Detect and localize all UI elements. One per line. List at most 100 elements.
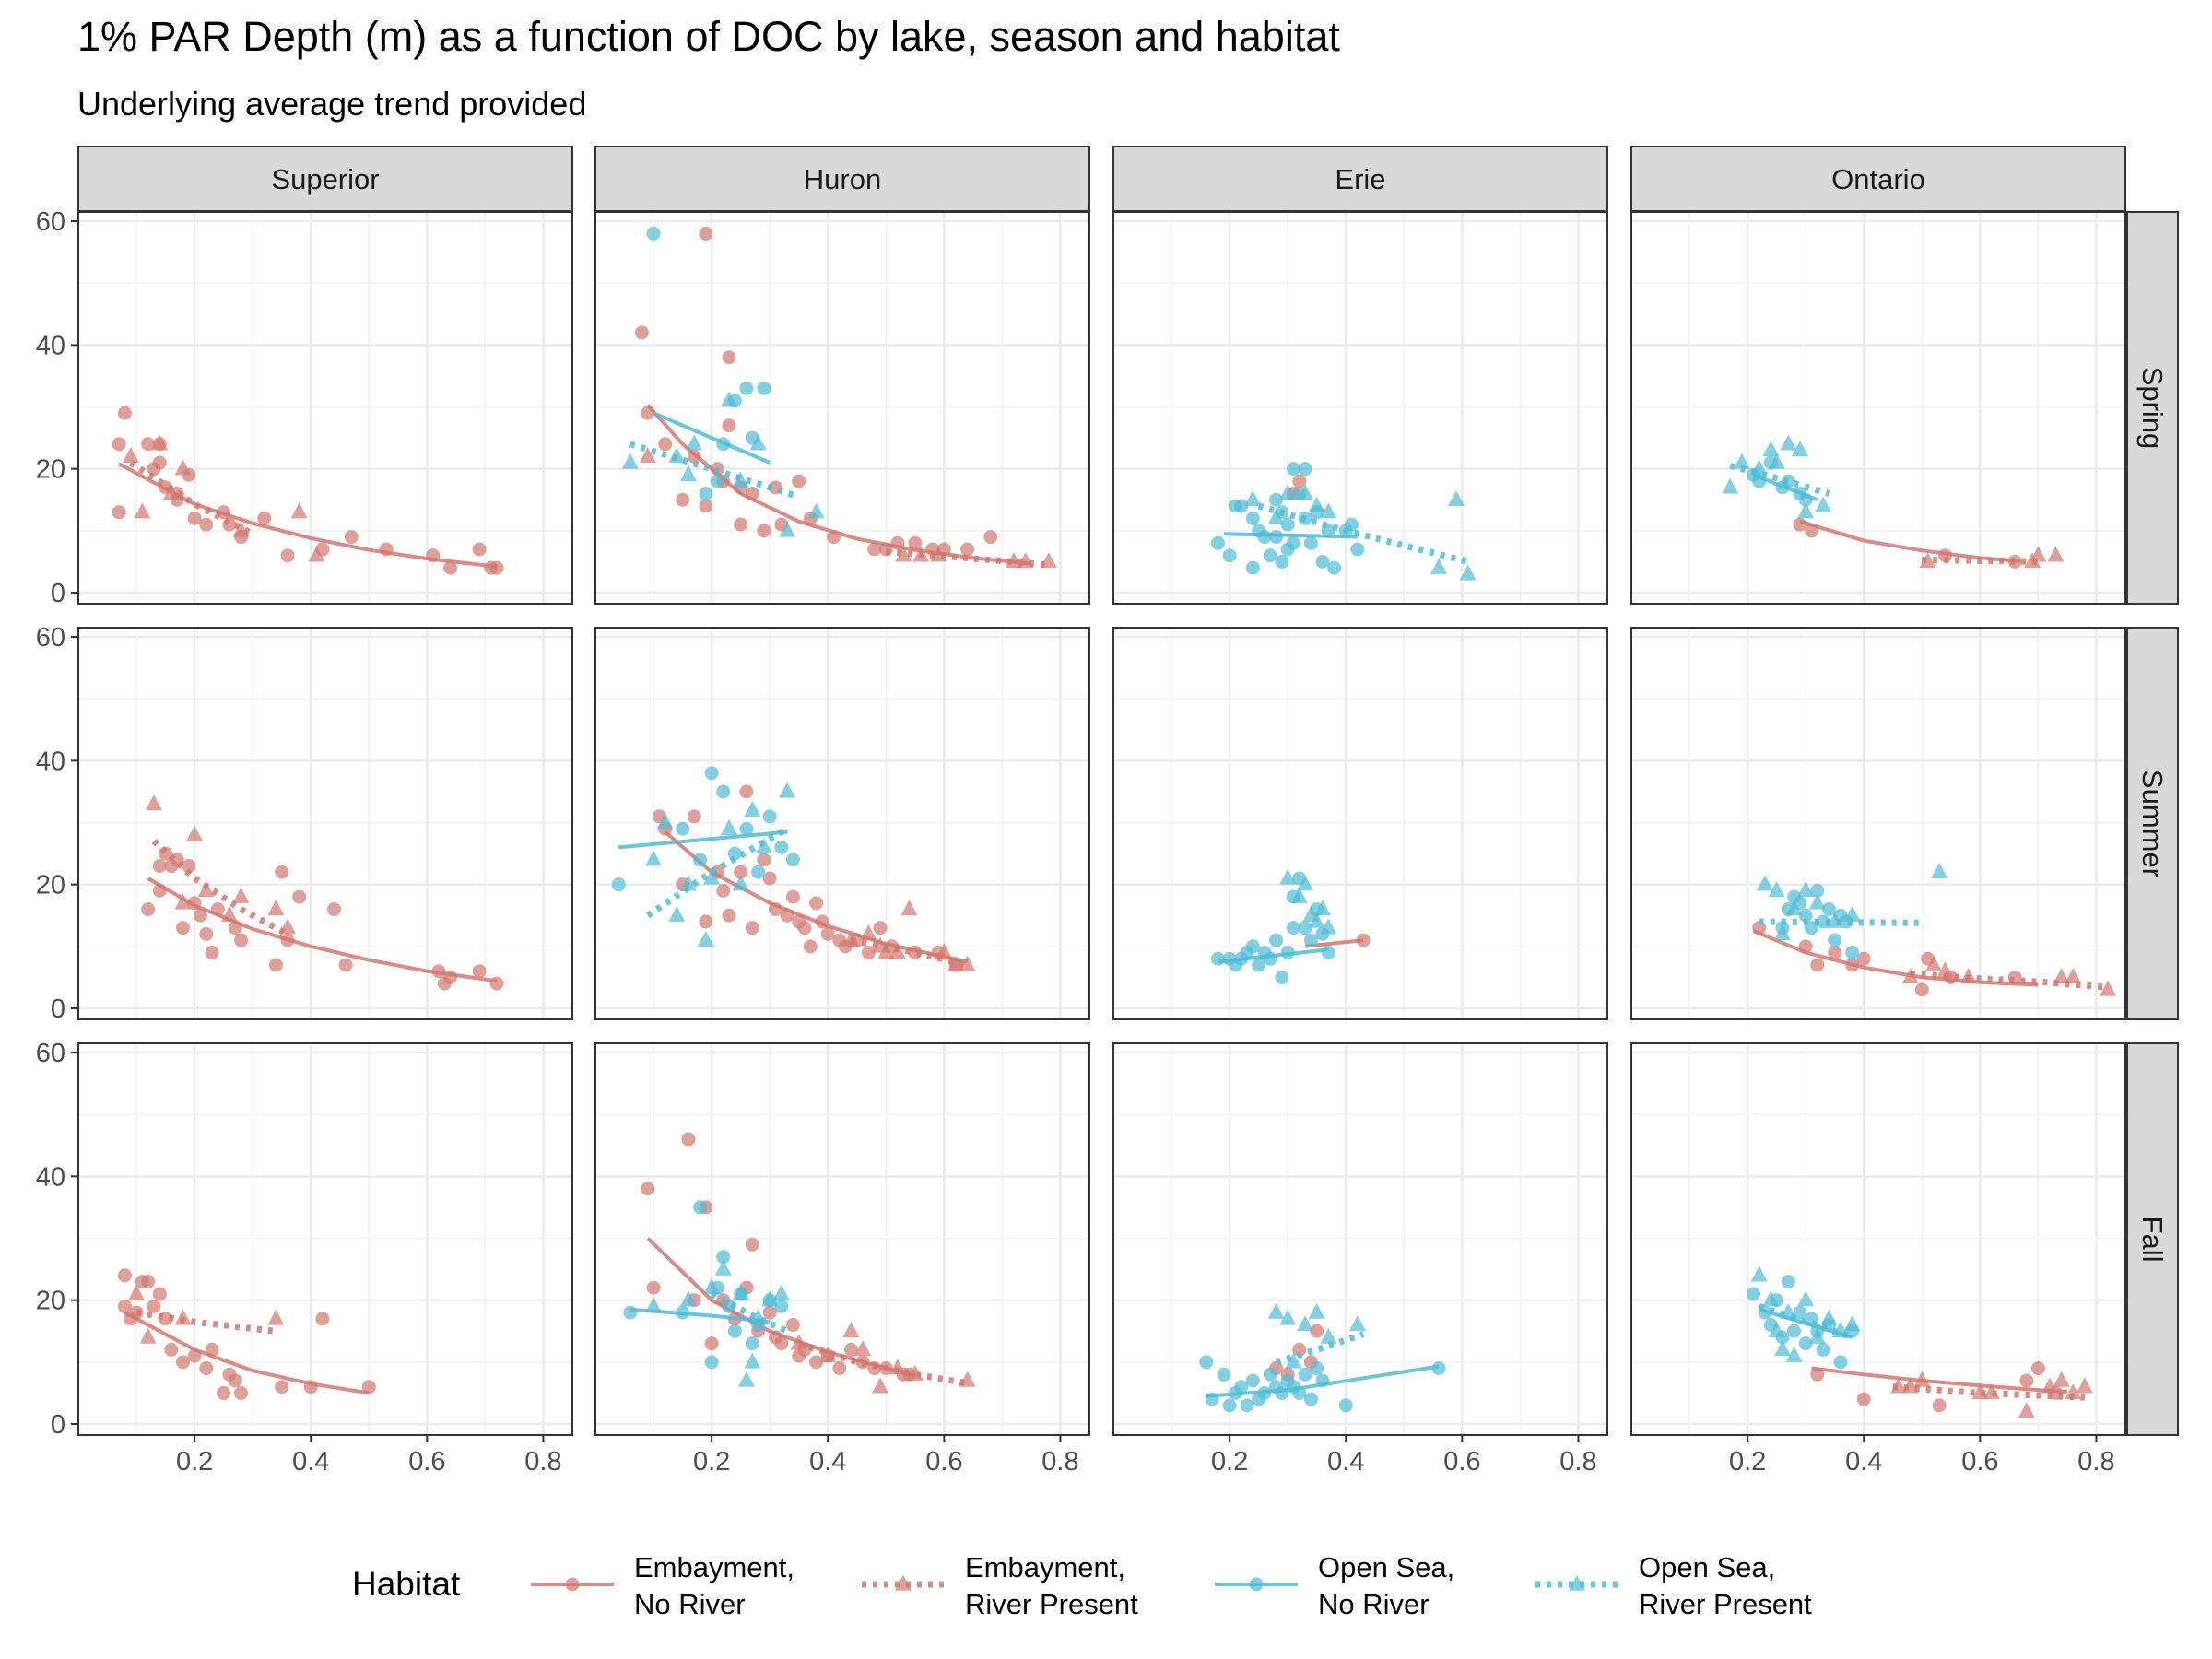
data-point (1959, 968, 1977, 984)
trend-line-open-sea-river-present (1729, 462, 1830, 497)
data-point (1280, 946, 1295, 960)
data-point (234, 933, 249, 947)
data-point (842, 1321, 860, 1337)
data-point (739, 381, 754, 395)
data-point (704, 1336, 719, 1351)
data-point (646, 1280, 661, 1295)
data-point (656, 813, 674, 830)
trend-line-embayment-river-present (128, 460, 254, 537)
data-point (854, 1340, 872, 1357)
data-point (774, 840, 789, 854)
y-tick-label: 0 (51, 1410, 65, 1440)
legend: Habitat Embayment, No River Embayment, River… (352, 1551, 1812, 1620)
data-point (716, 1250, 731, 1265)
data-point (1762, 1290, 1780, 1307)
x-tick-label: 0.2 (1729, 1447, 1766, 1477)
data-point (888, 1359, 906, 1375)
data-point (174, 459, 192, 476)
data-point (361, 1380, 376, 1394)
data-point (623, 1305, 638, 1320)
y-tick-label: 60 (36, 1039, 65, 1068)
data-point (761, 1290, 779, 1307)
data-point (1245, 1373, 1260, 1388)
data-point (1280, 517, 1295, 532)
data-point (947, 955, 964, 971)
data-point (935, 943, 953, 959)
data-point (141, 902, 156, 917)
data-point (1263, 951, 1277, 966)
legend-entry-open-sea-river-present: Open Sea, River Present (1535, 1551, 1812, 1620)
trend-line-open-sea-river-present (1275, 1331, 1365, 1366)
data-point (267, 1309, 285, 1325)
data-point (308, 546, 325, 562)
data-point (1245, 939, 1260, 954)
x-tick-label: 0.6 (925, 1447, 962, 1477)
data-point (152, 1287, 167, 1301)
data-point (959, 1371, 976, 1387)
data-point (2053, 1371, 2070, 1387)
data-point (1856, 951, 1871, 966)
data-point (687, 809, 701, 824)
data-point (199, 926, 214, 941)
data-point (842, 930, 860, 947)
data-point (1310, 1361, 1324, 1376)
panel-superior-summer-border (77, 627, 573, 1020)
trend-line-open-sea-river-present (1759, 918, 1923, 926)
data-point (699, 226, 713, 241)
data-point (1275, 1385, 1289, 1400)
data-point (768, 902, 782, 917)
data-point (751, 865, 766, 879)
panel-erie-summer (1112, 627, 1608, 1020)
data-point (739, 821, 754, 836)
data-point (634, 325, 649, 340)
data-point (1924, 955, 1942, 971)
data-point (697, 930, 714, 947)
data-point (732, 1284, 749, 1300)
data-point (877, 943, 895, 959)
data-point (722, 350, 736, 365)
data-point (379, 542, 394, 557)
data-point (704, 1355, 719, 1370)
data-point (745, 1336, 759, 1351)
data-point (755, 838, 772, 854)
data-point (1821, 902, 1836, 917)
data-point (1810, 883, 1825, 898)
trend-line-open-sea-river-present (629, 441, 800, 500)
data-point (1211, 535, 1226, 550)
data-point (267, 900, 285, 916)
data-point (646, 226, 661, 241)
data-point (1931, 862, 1948, 878)
data-point (912, 546, 930, 562)
y-tick-label: 40 (36, 331, 65, 360)
x-tick-label: 0.4 (809, 1447, 846, 1477)
data-point (186, 825, 204, 841)
data-point (1808, 893, 1826, 910)
data-point (745, 1237, 759, 1252)
panel-erie-fall-background (1113, 1043, 1607, 1435)
legend-label-line2: River Present (1639, 1588, 1812, 1620)
legend-label-line2: River Present (965, 1588, 1138, 1620)
data-point (1234, 499, 1249, 513)
data-point (1252, 958, 1266, 972)
data-point (1217, 1367, 1231, 1382)
data-point (228, 921, 242, 935)
data-point (1275, 554, 1289, 569)
data-point (1430, 558, 1448, 574)
strip-label-superior: Superior (271, 163, 379, 195)
data-point (1804, 524, 1818, 538)
data-point (1234, 1380, 1249, 1394)
data-point (1913, 1371, 1931, 1387)
panel-superior-spring: 0 20 40 60 (36, 207, 573, 608)
data-point (1781, 1275, 1795, 1289)
data-point (1833, 1355, 1848, 1370)
data-point (890, 535, 905, 550)
strip-fall (2126, 1042, 2179, 1436)
data-point (134, 502, 151, 519)
strip-label-spring: Spring (2136, 367, 2169, 450)
data-point (1793, 517, 1807, 532)
data-point (1816, 1342, 1830, 1357)
data-point (1320, 918, 1337, 935)
data-point (1269, 933, 1284, 947)
data-point (1245, 511, 1260, 525)
data-point (147, 462, 161, 477)
